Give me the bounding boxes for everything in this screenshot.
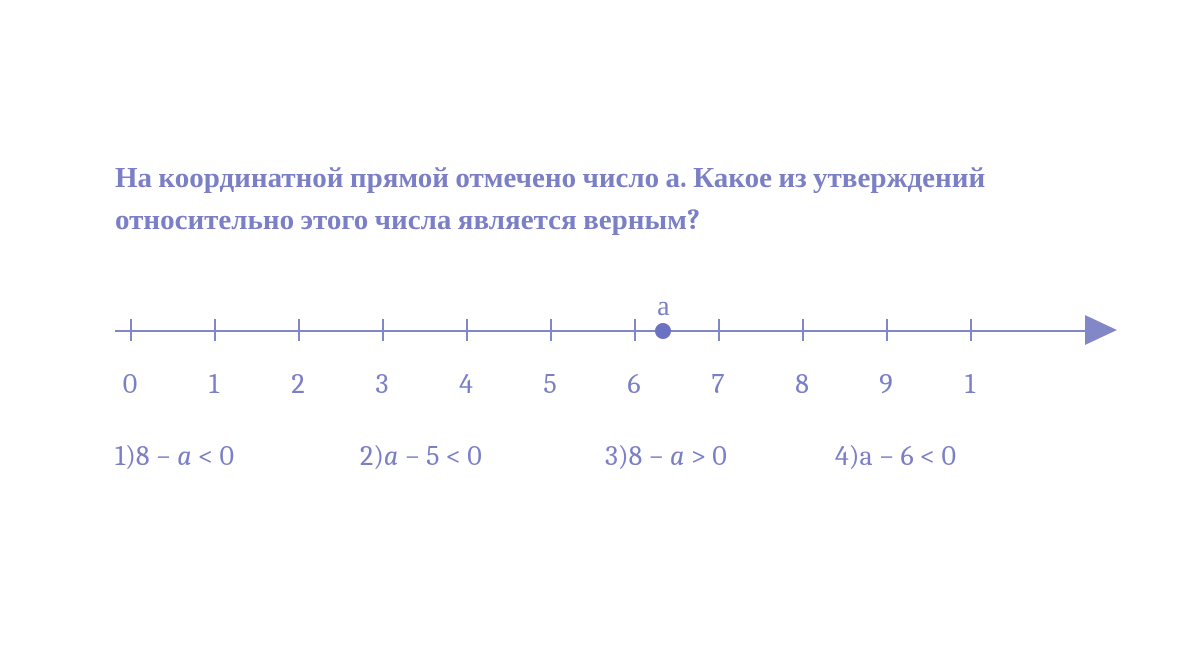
point-a-label: а: [657, 290, 669, 323]
tick: [802, 319, 804, 341]
option-4[interactable]: 4)a − 6 < 0: [835, 440, 956, 472]
tick-label: 6: [627, 368, 640, 400]
tick: [550, 319, 552, 341]
option-2[interactable]: 2)a − 5 < 0: [360, 440, 482, 472]
tick: [130, 319, 132, 341]
question-line2: относительно этого числа является верным…: [115, 204, 700, 237]
tick: [718, 319, 720, 341]
question-line1: На координатной прямой отмечено число а.…: [115, 162, 985, 195]
number-line: 0 1 2 3 4 5 6 7 8 9 1 а: [115, 280, 1115, 420]
tick: [466, 319, 468, 341]
tick-label: 7: [711, 368, 724, 400]
tick: [298, 319, 300, 341]
tick-label: 8: [795, 368, 809, 400]
option-1[interactable]: 1)8 − a < 0: [115, 440, 234, 472]
tick: [634, 319, 636, 341]
tick-label: 0: [123, 368, 137, 400]
axis-line: [115, 330, 1100, 332]
tick-label: 4: [459, 368, 473, 400]
tick-label: 1: [209, 368, 219, 400]
question-text: На координатной прямой отмечено число а.…: [115, 158, 1075, 242]
point-a: [655, 323, 671, 339]
tick-label: 9: [879, 368, 892, 400]
arrow-icon: [1085, 315, 1117, 345]
tick: [886, 319, 888, 341]
tick-label: 3: [376, 368, 389, 400]
tick: [382, 319, 384, 341]
tick: [214, 319, 216, 341]
option-3[interactable]: 3)8 − a > 0: [605, 440, 727, 472]
tick: [970, 319, 972, 341]
tick-label: 2: [291, 368, 304, 400]
tick-label: 5: [543, 368, 556, 400]
page-root: На координатной прямой отмечено число а.…: [0, 0, 1200, 656]
tick-label: 1: [965, 368, 975, 400]
